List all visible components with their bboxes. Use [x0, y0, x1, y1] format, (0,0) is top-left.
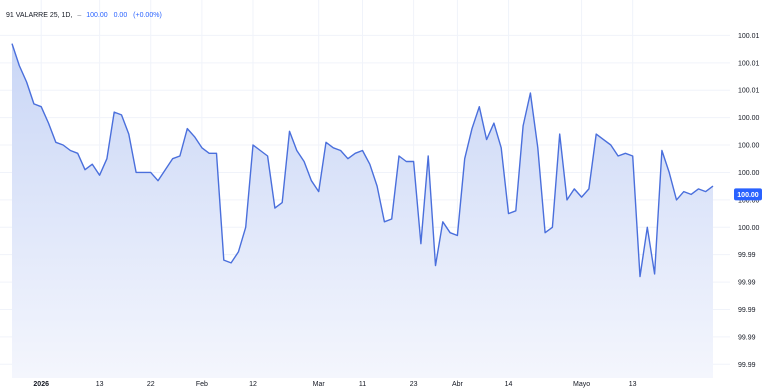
- x-tick-label: 13: [96, 381, 104, 388]
- y-tick-label: 100.00: [738, 197, 760, 204]
- price-axis[interactable]: 100.01100.01100.01100.00100.00100.00100.…: [738, 33, 760, 369]
- y-tick-label: 100.00: [738, 170, 760, 177]
- legend-symbol[interactable]: 91 VALARRE 25, 1D,: [6, 12, 73, 19]
- time-axis[interactable]: 2026 13 22 Feb 12 Mar 11 23 Abr 14 Mayo 13: [33, 381, 636, 388]
- legend-change-pct: (+0.00%): [133, 12, 162, 19]
- area-fill: [12, 43, 713, 378]
- x-tick-label: Mar: [313, 381, 326, 388]
- x-tick-label: 14: [505, 381, 513, 388]
- x-tick-label: 22: [147, 381, 155, 388]
- x-tick-label: 12: [249, 381, 257, 388]
- y-tick-label: 100.01: [738, 88, 760, 95]
- y-tick-label: 100.01: [738, 33, 760, 40]
- legend-change: 0.00: [113, 12, 128, 19]
- x-tick-label: 11: [359, 381, 366, 388]
- last-price-badge: 100.00: [734, 188, 762, 201]
- price-line[interactable]: [11, 43, 714, 278]
- x-tick-label: 13: [629, 381, 637, 388]
- legend-last-value: 100.00: [86, 12, 108, 19]
- x-tick-label: Mayo: [573, 381, 590, 388]
- y-tick-label: 100.00: [738, 115, 760, 122]
- x-tick-label: 2026: [33, 381, 49, 388]
- y-tick-label: 99.99: [738, 252, 756, 259]
- y-tick-label: 99.99: [738, 307, 756, 314]
- last-price-badge-bg: [734, 188, 762, 201]
- y-tick-label: 100.00: [738, 143, 760, 150]
- y-tick-label: 99.99: [738, 334, 756, 341]
- x-tick-label: Abr: [452, 381, 464, 388]
- x-tick-label: Feb: [196, 381, 208, 388]
- y-tick-label: 99.99: [738, 362, 756, 369]
- y-tick-label: 99.99: [738, 280, 756, 287]
- legend-separator: –: [77, 12, 82, 19]
- chart-legend: 91 VALARRE 25, 1D, – 100.00 0.00 (+0.00%…: [6, 12, 166, 19]
- y-tick-label: 100.00: [738, 225, 760, 232]
- x-tick-label: 23: [410, 381, 418, 388]
- y-tick-label: 100.01: [738, 60, 760, 67]
- last-price-badge-label: 100.00: [737, 192, 759, 199]
